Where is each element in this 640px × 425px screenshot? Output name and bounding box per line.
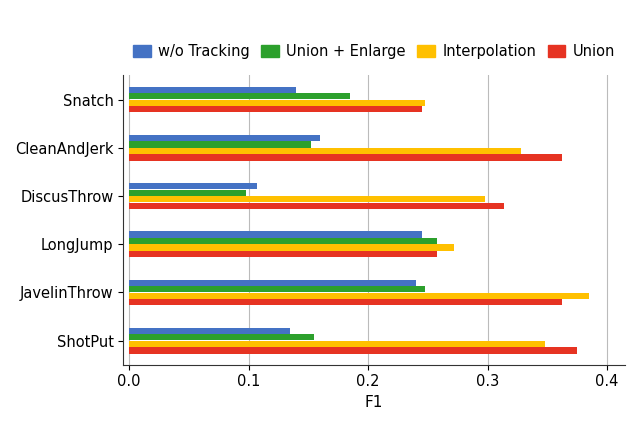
Bar [129,286,426,292]
Bar [129,231,422,238]
Bar [129,251,437,257]
Bar [129,341,545,347]
Bar [129,87,296,93]
Bar [129,328,291,334]
Bar [129,280,416,286]
Bar [129,347,577,354]
Bar [129,154,562,161]
Bar [129,292,589,299]
Bar [129,238,437,244]
Bar [129,196,485,202]
Bar [129,203,504,209]
Bar [129,183,257,190]
Bar [129,142,311,147]
Bar [129,106,422,113]
Bar [129,135,321,141]
Legend: w/o Tracking, Union + Enlarge, Interpolation, Union: w/o Tracking, Union + Enlarge, Interpola… [127,38,621,65]
X-axis label: F1: F1 [365,395,383,410]
Bar [129,190,246,196]
Bar [129,93,350,99]
Bar [129,99,426,106]
Bar [129,299,562,305]
Bar [129,148,521,154]
Bar [129,244,454,251]
Bar [129,334,314,340]
